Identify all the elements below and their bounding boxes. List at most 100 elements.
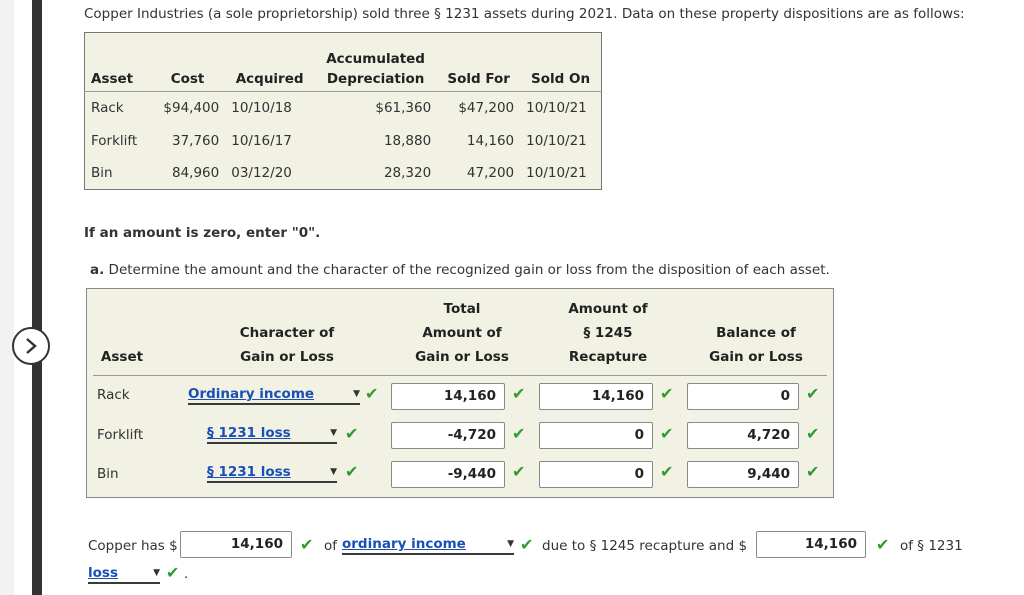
check-icon: ✔	[806, 384, 820, 403]
header-asset: Asset	[84, 67, 150, 93]
check-icon: ✔	[876, 535, 890, 554]
answer-header-recapture-3: Recapture	[568, 349, 648, 365]
summary-loss-value: loss	[88, 565, 118, 581]
check-icon: ✔	[520, 535, 534, 554]
balance-input[interactable]: 0	[687, 383, 799, 410]
zero-amount-note: If an amount is zero, enter "0".	[84, 225, 321, 241]
cell-sold-for: $47,200	[458, 100, 515, 117]
answer-header-recapture-1: Amount of	[568, 301, 648, 317]
total-gain-input[interactable]: 14,160	[391, 383, 505, 410]
answer-table: Asset Character of Gain or Loss Total Am…	[86, 288, 834, 498]
dropdown-arrow-icon: ▼	[330, 467, 337, 477]
cell-sold-on: 10/10/21	[526, 100, 587, 117]
dropdown-arrow-icon: ▼	[507, 539, 514, 549]
balance-input[interactable]: 9,440	[687, 461, 799, 488]
character-select-value: Ordinary income	[188, 386, 315, 402]
cell-cost: 37,760	[171, 132, 220, 149]
balance-input[interactable]: 4,720	[687, 422, 799, 449]
answer-header-total-1: Total	[443, 301, 481, 317]
check-icon: ✔	[806, 462, 820, 481]
cell-sold-for: 47,200	[466, 164, 515, 181]
asset-data-table: Accumulated Asset Cost Acquired Deprecia…	[84, 32, 602, 190]
summary-prefix: Copper has $	[88, 538, 178, 554]
summary-of-text: of	[324, 538, 338, 554]
check-icon: ✔	[365, 384, 379, 403]
question-a: a. Determine the amount and the characte…	[90, 262, 830, 278]
check-icon: ✔	[166, 563, 180, 582]
left-gutter	[0, 0, 14, 595]
answer-header-recapture-2: § 1245	[583, 325, 633, 341]
answer-header-asset: Asset	[100, 349, 144, 365]
header-accumulated: Accumulated	[326, 51, 425, 68]
ordinary-amount-input[interactable]: 14,160	[180, 531, 292, 558]
section-1231-amount-input[interactable]: 14,160	[756, 531, 866, 558]
cell-sold-on: 10/10/21	[526, 164, 587, 181]
header-sold-for: Sold For	[437, 67, 521, 93]
check-icon: ✔	[345, 424, 359, 443]
check-icon: ✔	[300, 535, 314, 554]
answer-row-asset: Forklift	[97, 427, 144, 443]
summary-loss-select[interactable]: loss ▼	[88, 564, 160, 584]
recapture-input[interactable]: 14,160	[539, 383, 653, 410]
cell-acquired: 03/12/20	[231, 164, 292, 181]
table-row: Forklift 37,760 10/16/17 18,880 14,160 1…	[85, 124, 602, 157]
summary-character-select[interactable]: ordinary income ▼	[342, 535, 514, 555]
summary-period: .	[184, 566, 189, 582]
header-sold-on: Sold On	[520, 67, 602, 93]
cell-acquired: 10/16/17	[231, 132, 292, 149]
left-divider-bar	[32, 0, 42, 595]
answer-header-balance-1: Balance of	[716, 325, 796, 341]
cell-accum: 28,320	[383, 164, 432, 181]
check-icon: ✔	[512, 424, 526, 443]
cell-sold-for: 14,160	[466, 132, 515, 149]
check-icon: ✔	[660, 462, 674, 481]
answer-row-asset: Rack	[97, 387, 130, 403]
character-select[interactable]: § 1231 loss ▼	[207, 424, 337, 444]
cell-cost: $94,400	[163, 100, 220, 117]
answer-row-asset: Bin	[97, 466, 119, 482]
answer-header-character-2: Gain or Loss	[240, 349, 334, 365]
cell-asset: Rack	[91, 100, 124, 117]
table-row: Rack $94,400 10/10/18 $61,360 $47,200 10…	[85, 92, 602, 125]
character-select[interactable]: § 1231 loss ▼	[207, 463, 337, 483]
check-icon: ✔	[512, 384, 526, 403]
answer-header-balance-2: Gain or Loss	[709, 349, 803, 365]
summary-select-value: ordinary income	[342, 536, 466, 552]
cell-accum: $61,360	[375, 100, 432, 117]
chevron-right-icon	[26, 338, 37, 354]
cell-asset: Bin	[91, 164, 113, 181]
question-letter: a.	[90, 262, 105, 278]
cell-acquired: 10/10/18	[231, 100, 292, 117]
dropdown-arrow-icon: ▼	[330, 428, 337, 438]
answer-header-character-1: Character of	[239, 325, 335, 341]
check-icon: ✔	[345, 462, 359, 481]
summary-due-text: due to § 1245 recapture and $	[542, 538, 748, 554]
character-select-value: § 1231 loss	[207, 425, 291, 441]
cell-asset: Forklift	[91, 132, 138, 149]
character-select[interactable]: Ordinary income ▼	[188, 385, 360, 405]
summary-of-1231: of § 1231	[900, 538, 963, 554]
total-gain-input[interactable]: -9,440	[391, 461, 505, 488]
character-select-value: § 1231 loss	[207, 464, 291, 480]
cell-sold-on: 10/10/21	[526, 132, 587, 149]
check-icon: ✔	[660, 384, 674, 403]
total-gain-input[interactable]: -4,720	[391, 422, 505, 449]
check-icon: ✔	[806, 424, 820, 443]
cell-accum: 18,880	[383, 132, 432, 149]
header-cost: Cost	[149, 67, 226, 93]
header-divider	[93, 375, 827, 376]
answer-header-total-2: Amount of	[422, 325, 502, 341]
header-depreciation: Depreciation	[314, 67, 438, 93]
recapture-input[interactable]: 0	[539, 461, 653, 488]
table-row: Bin 84,960 03/12/20 28,320 47,200 10/10/…	[85, 157, 602, 190]
header-acquired: Acquired	[225, 67, 315, 93]
next-chevron-button[interactable]	[12, 327, 50, 365]
question-text: Determine the amount and the character o…	[108, 262, 830, 278]
recapture-input[interactable]: 0	[539, 422, 653, 449]
answer-header-total-3: Gain or Loss	[415, 349, 509, 365]
problem-intro: Copper Industries (a sole proprietorship…	[84, 6, 965, 22]
dropdown-arrow-icon: ▼	[353, 389, 360, 399]
cell-cost: 84,960	[171, 164, 220, 181]
check-icon: ✔	[660, 424, 674, 443]
dropdown-arrow-icon: ▼	[153, 568, 160, 578]
